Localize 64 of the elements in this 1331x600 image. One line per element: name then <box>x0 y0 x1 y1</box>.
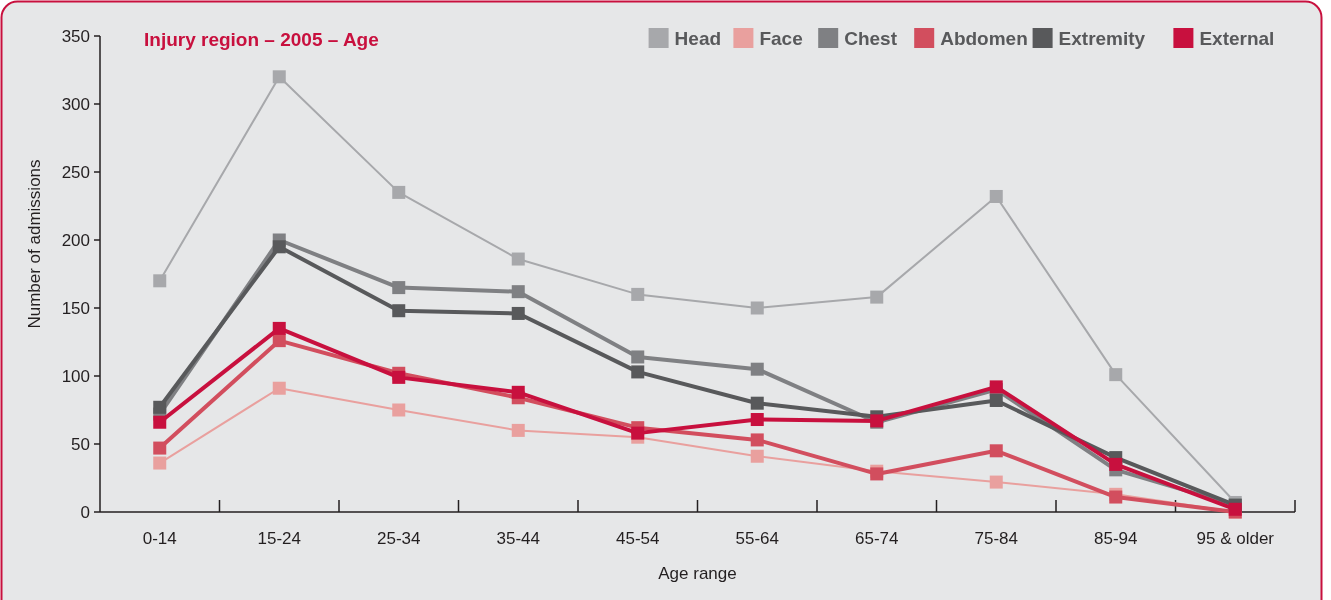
x-tick-label: 35-44 <box>496 529 540 548</box>
point <box>989 444 1003 458</box>
x-axis-title: Age range <box>658 564 737 583</box>
point <box>750 449 764 463</box>
point <box>392 304 406 318</box>
point <box>392 403 406 417</box>
point <box>631 426 645 440</box>
point <box>989 189 1003 203</box>
point <box>1109 368 1123 382</box>
point <box>511 252 525 266</box>
legend-label: Abdomen <box>940 27 1028 49</box>
point <box>750 362 764 376</box>
point <box>272 321 286 335</box>
point <box>392 370 406 384</box>
point <box>153 415 167 429</box>
point <box>153 274 167 288</box>
x-tick-label: 45-54 <box>616 529 660 548</box>
x-tick-label: 65-74 <box>855 529 899 548</box>
legend-label: Chest <box>844 27 898 49</box>
point <box>153 456 167 470</box>
point <box>392 185 406 199</box>
point <box>631 365 645 379</box>
point <box>272 70 286 84</box>
point <box>1109 457 1123 471</box>
y-tick-label: 50 <box>71 434 90 454</box>
point <box>272 334 286 348</box>
point <box>511 423 525 437</box>
y-tick-label: 200 <box>61 230 90 250</box>
y-axis-title: Number of admissions <box>25 159 44 329</box>
point <box>750 413 764 427</box>
point <box>750 433 764 447</box>
legend-label: Face <box>759 27 803 49</box>
y-tick-label: 150 <box>61 298 90 318</box>
x-tick-label: 15-24 <box>257 529 301 548</box>
x-tick-label: 85-94 <box>1094 529 1138 548</box>
y-tick-label: 350 <box>61 26 90 46</box>
point <box>750 301 764 315</box>
legend-label: External <box>1199 27 1275 49</box>
point <box>272 381 286 395</box>
x-tick-label: 95 & older <box>1196 529 1275 548</box>
y-tick-label: 250 <box>61 162 90 182</box>
point <box>272 240 286 254</box>
x-tick-label: 55-64 <box>735 529 779 548</box>
legend-label: Head <box>674 27 722 49</box>
point <box>511 385 525 399</box>
y-tick-label: 300 <box>61 94 90 114</box>
y-tick-label: 0 <box>80 502 90 522</box>
point <box>631 350 645 364</box>
x-tick-label: 0-14 <box>142 529 177 548</box>
point <box>750 396 764 410</box>
legend-label: Extremity <box>1058 27 1146 49</box>
point <box>989 475 1003 489</box>
point <box>870 290 884 304</box>
point <box>511 306 525 320</box>
point <box>153 400 167 414</box>
point <box>153 441 167 455</box>
chart-title: Injury region – 2005 – Age <box>144 29 379 50</box>
point <box>392 281 406 295</box>
x-tick-label: 75-84 <box>974 529 1018 548</box>
x-tick-label: 25-34 <box>377 529 421 548</box>
y-tick-label: 100 <box>61 366 90 386</box>
point <box>631 287 645 301</box>
point <box>989 393 1003 407</box>
point <box>511 285 525 299</box>
